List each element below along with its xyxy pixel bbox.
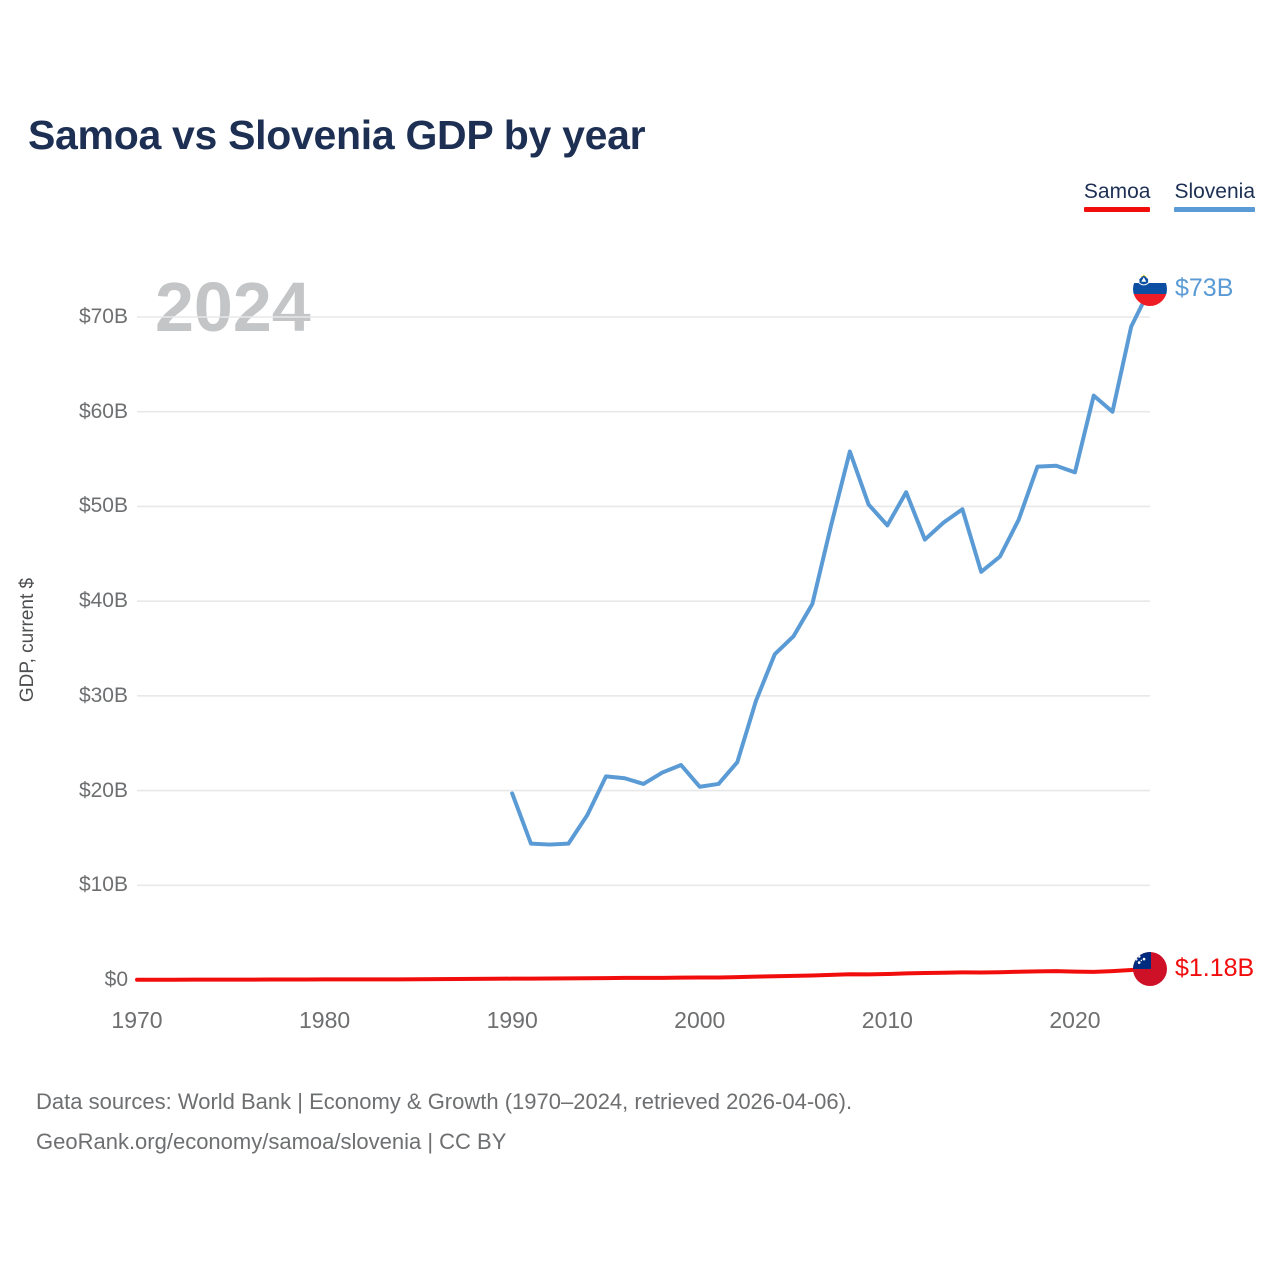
end-value-samoa: $1.18B: [1175, 954, 1255, 983]
end-marker-slovenia[interactable]: $73B: [1133, 271, 1234, 306]
slovenia-coat-of-arms-icon: [1138, 273, 1150, 285]
legend-item-slovenia[interactable]: Slovenia: [1174, 180, 1255, 212]
y-tick-label: $60B: [78, 399, 128, 423]
end-marker-samoa[interactable]: $1.18B: [1133, 951, 1255, 986]
footer-sources: Data sources: World Bank | Economy & Gro…: [36, 1082, 852, 1162]
southern-cross-stars-icon: [1135, 954, 1146, 964]
y-tick-label: $40B: [78, 589, 128, 613]
series-line-slovenia: [510, 286, 1152, 847]
samoa-flag-icon: [1133, 951, 1167, 986]
legend-item-samoa[interactable]: Samoa: [1083, 180, 1151, 212]
y-tick-label: $30B: [78, 683, 128, 707]
plot-area: [135, 285, 1152, 985]
y-tick-label: $10B: [78, 873, 128, 897]
y-tick-label: $0: [104, 968, 128, 991]
x-tick-label: 2010: [861, 1007, 913, 1033]
plot-svg: [135, 286, 1152, 982]
footer-line-data-sources: Data sources: World Bank | Economy & Gro…: [36, 1089, 853, 1114]
end-value-slovenia: $73B: [1175, 274, 1234, 303]
x-tick-label: 2000: [674, 1007, 726, 1033]
legend-color-swatch-slovenia: [1174, 207, 1255, 212]
footer-line-attribution: GeoRank.org/economy/samoa/slovenia | CC …: [36, 1129, 507, 1154]
x-tick-label: 2020: [1049, 1007, 1101, 1033]
legend-label-samoa: Samoa: [1083, 180, 1151, 203]
y-tick-label: $20B: [78, 778, 128, 802]
x-axis-ticks: 1970 1980 1990 2000 2010 2020: [0, 1007, 1280, 1047]
gridlines: [137, 316, 1150, 887]
x-tick-label: 1970: [111, 1007, 163, 1033]
series-line-samoa: [135, 966, 1152, 982]
x-tick-label: 1990: [486, 1007, 538, 1033]
series-lines: [135, 286, 1152, 982]
y-axis-title: GDP, current $: [17, 577, 38, 703]
chart-legend: Samoa Slovenia: [1083, 180, 1255, 212]
y-tick-label: $50B: [78, 494, 128, 518]
y-tick-label: $70B: [78, 305, 128, 328]
page-title: Samoa vs Slovenia GDP by year: [28, 112, 646, 158]
x-tick-label: 1980: [298, 1007, 351, 1033]
legend-label-slovenia: Slovenia: [1174, 180, 1255, 203]
y-axis-ticks: $0 $10B $20B $30B $40B $50B $60B $70B: [0, 0, 128, 1280]
legend-color-swatch-samoa: [1083, 207, 1151, 212]
slovenia-flag-icon: [1133, 271, 1167, 306]
